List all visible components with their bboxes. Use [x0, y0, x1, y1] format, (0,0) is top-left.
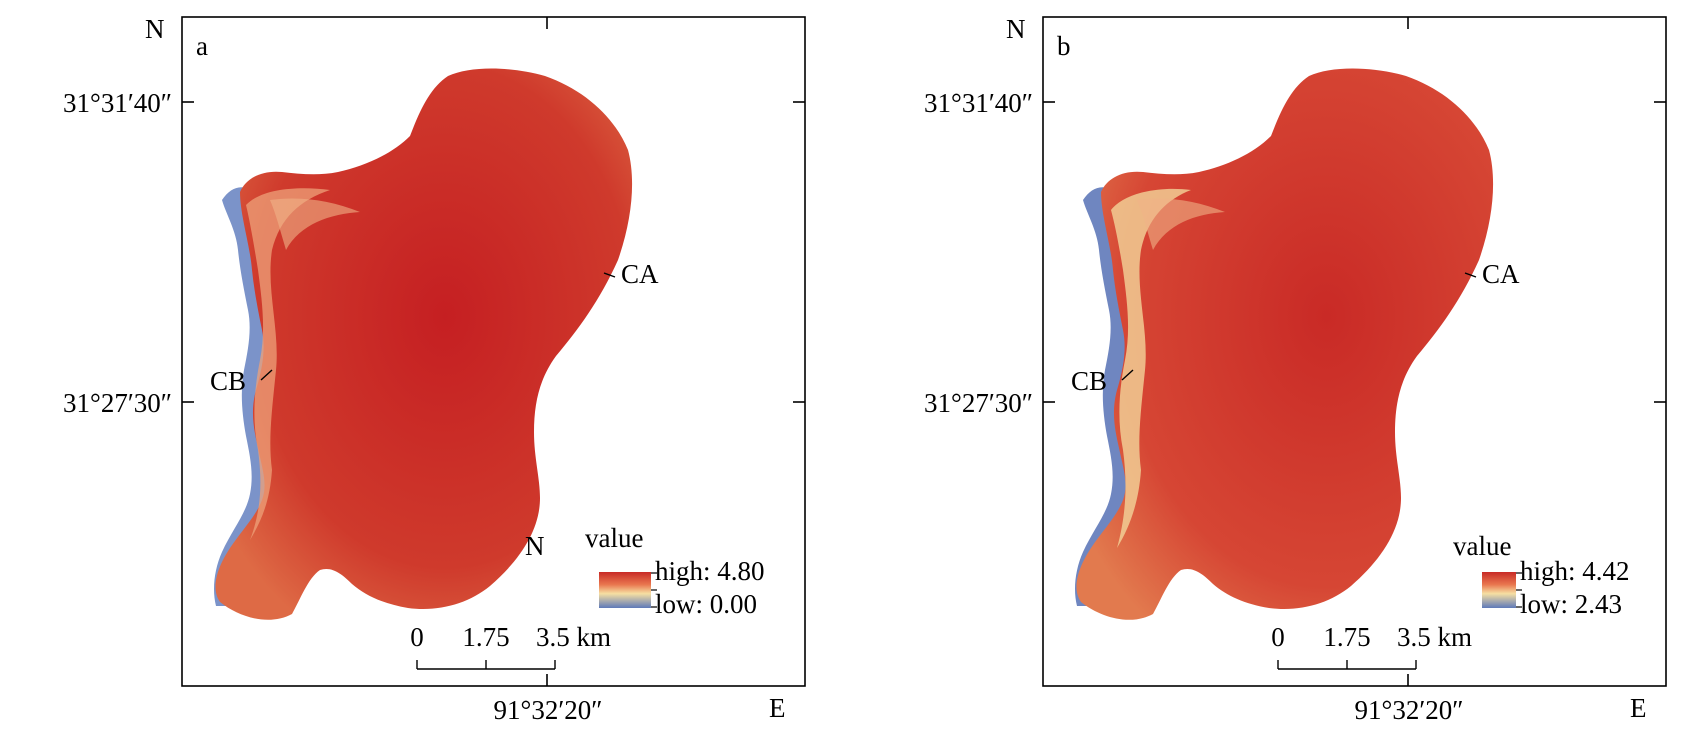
- panel-a: N a 31°31′40″ 31°27′30″ 91°32′20″ E CA C…: [63, 14, 806, 725]
- legend: value high: 4.80 low: 0.00: [585, 523, 765, 619]
- nearshore-zone: [246, 188, 330, 540]
- lake-raster: [214, 68, 633, 620]
- site-cb-leader: [1121, 369, 1134, 381]
- lat-label-top: 31°31′40″: [63, 88, 172, 118]
- lake-raster: [1075, 68, 1494, 620]
- lon-label: 91°32′20″: [494, 695, 603, 725]
- scalebar-tick-mid: 1.75: [1323, 622, 1370, 652]
- scalebar: 0 1.75 3.5 km: [1271, 622, 1472, 670]
- scalebar-tick-0: 0: [1271, 622, 1285, 652]
- site-ca-leader: [603, 272, 616, 278]
- nearshore-zone: [270, 198, 360, 250]
- site-label-cb: CB: [1071, 366, 1107, 396]
- nearshore-zone: [1111, 188, 1191, 548]
- site-label-ca: CA: [1482, 259, 1520, 289]
- legend-colorbar: [1482, 572, 1516, 608]
- lat-label-bottom: 31°27′30″: [924, 388, 1033, 418]
- site-cb-leader: [260, 369, 273, 381]
- frame-ticks: [1043, 17, 1666, 686]
- lon-label: 91°32′20″: [1355, 695, 1464, 725]
- legend-high: high: 4.42: [1520, 556, 1630, 586]
- legend-low: low: 0.00: [655, 589, 757, 619]
- scalebar: 0 1.75 3.5 km: [410, 622, 611, 670]
- north-label: N: [145, 14, 165, 44]
- scalebar-tick-end: 3.5 km: [1397, 622, 1472, 652]
- panel-b: N b 31°31′40″ 31°27′30″ 91°32′20″ E CA C…: [924, 14, 1667, 725]
- scalebar-tick-end: 3.5 km: [536, 622, 611, 652]
- east-label: E: [769, 693, 786, 723]
- frame-ticks: [182, 17, 805, 686]
- lat-label-bottom: 31°27′30″: [63, 388, 172, 418]
- legend-title: value: [585, 523, 643, 553]
- north-label: N: [1006, 14, 1026, 44]
- legend-ticks: [651, 572, 657, 608]
- scalebar-tick-mid: 1.75: [462, 622, 509, 652]
- nearshore-zone: [1137, 198, 1225, 250]
- site-label-ca: CA: [621, 259, 659, 289]
- site-label-cb: CB: [210, 366, 246, 396]
- north-arrow-label: N: [525, 531, 545, 561]
- panel-label: a: [196, 31, 208, 61]
- lat-label-top: 31°31′40″: [924, 88, 1033, 118]
- legend-colorbar: [599, 572, 651, 608]
- panel-label: b: [1057, 31, 1071, 61]
- legend-low: low: 2.43: [1520, 589, 1622, 619]
- legend: value high: 4.42 low: 2.43: [1453, 531, 1630, 619]
- legend-high: high: 4.80: [655, 556, 765, 586]
- east-label: E: [1630, 693, 1647, 723]
- legend-title: value: [1453, 531, 1511, 561]
- legend-ticks: [1516, 572, 1522, 608]
- site-ca-leader: [1464, 272, 1477, 278]
- scalebar-tick-0: 0: [410, 622, 424, 652]
